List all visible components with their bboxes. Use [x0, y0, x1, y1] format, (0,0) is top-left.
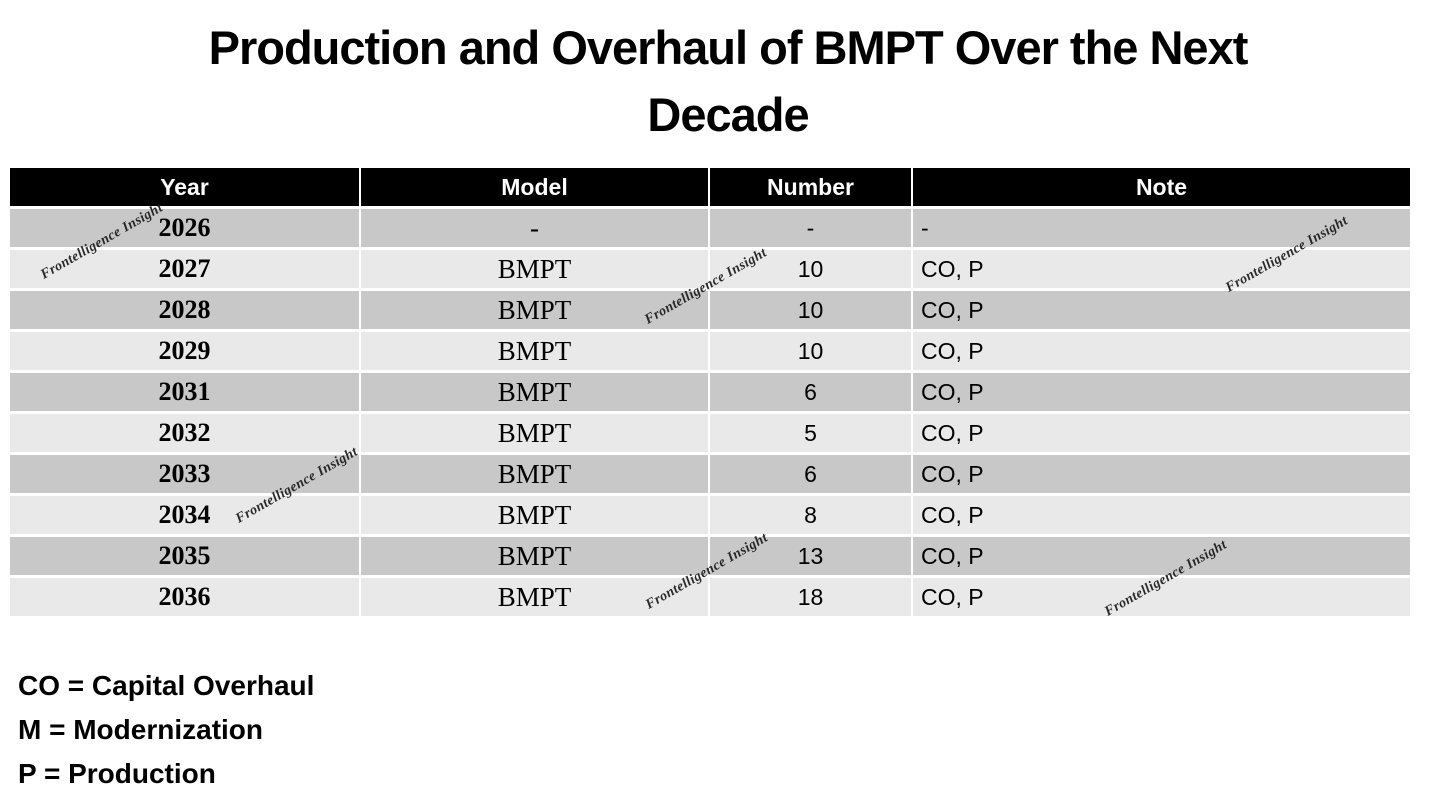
cell-year: 2034	[10, 496, 359, 534]
cell-year: 2036	[10, 578, 359, 616]
cell-number: 8	[710, 496, 911, 534]
cell-model: -	[361, 209, 708, 247]
column-header-year: Year	[10, 168, 359, 206]
cell-model: BMPT	[361, 414, 708, 452]
cell-note: CO, P	[913, 496, 1410, 534]
cell-number: -	[710, 209, 911, 247]
cell-model: BMPT	[361, 578, 708, 616]
cell-year: 2032	[10, 414, 359, 452]
cell-model: BMPT	[361, 496, 708, 534]
cell-note: CO, P	[913, 250, 1410, 288]
cell-year: 2026	[10, 209, 359, 247]
cell-model: BMPT	[361, 537, 708, 575]
cell-model: BMPT	[361, 291, 708, 329]
legend-line-m: M = Modernization	[18, 714, 263, 745]
cell-model: BMPT	[361, 455, 708, 493]
cell-note: CO, P	[913, 455, 1410, 493]
cell-model: BMPT	[361, 250, 708, 288]
cell-model: BMPT	[361, 373, 708, 411]
cell-model: BMPT	[361, 332, 708, 370]
legend: CO = Capital Overhaul M = Modernization …	[18, 664, 314, 796]
cell-number: 10	[710, 332, 911, 370]
cell-number: 18	[710, 578, 911, 616]
cell-number: 10	[710, 250, 911, 288]
cell-year: 2031	[10, 373, 359, 411]
cell-number: 6	[710, 455, 911, 493]
cell-note: CO, P	[913, 578, 1410, 616]
page-title-line-2: Decade	[647, 88, 809, 141]
cell-year: 2027	[10, 250, 359, 288]
cell-note: -	[913, 209, 1410, 247]
column-header-model: Model	[361, 168, 708, 206]
cell-year: 2029	[10, 332, 359, 370]
cell-note: CO, P	[913, 537, 1410, 575]
cell-year: 2033	[10, 455, 359, 493]
production-table: Year Model Number Note 2026- - -2027 BMPT 10…	[10, 168, 1410, 616]
cell-number: 6	[710, 373, 911, 411]
cell-number: 13	[710, 537, 911, 575]
cell-year: 2035	[10, 537, 359, 575]
page-title-line-1: Production and Overhaul of BMPT Over the…	[208, 21, 1249, 74]
column-header-number: Number	[710, 168, 911, 206]
column-header-note: Note	[913, 168, 1410, 206]
cell-note: CO, P	[913, 332, 1410, 370]
cell-note: CO, P	[913, 291, 1410, 329]
cell-number: 10	[710, 291, 911, 329]
cell-number: 5	[710, 414, 911, 452]
cell-note: CO, P	[913, 373, 1410, 411]
legend-line-co: CO = Capital Overhaul	[18, 670, 315, 701]
cell-year: 2028	[10, 291, 359, 329]
page-title: Production and Overhaul of BMPT Over the…	[0, 14, 1456, 148]
cell-note: CO, P	[913, 414, 1410, 452]
legend-line-p: P = Production	[18, 758, 216, 789]
